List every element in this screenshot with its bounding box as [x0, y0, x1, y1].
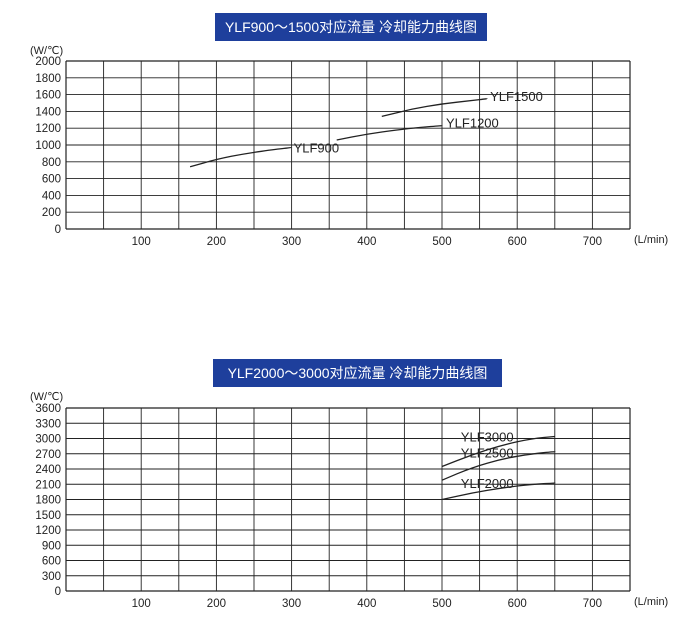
x-tick-label: 100	[132, 236, 151, 248]
y-tick-label: 1800	[35, 73, 61, 85]
series-label-ylf2000: YLF2000	[461, 476, 514, 491]
y-tick-label: 600	[42, 174, 61, 186]
series-line-ylf1500	[381, 98, 488, 118]
chart-title-2: YLF2000～3000对应流量 冷却能力曲线图	[213, 359, 502, 387]
series-label-ylf900: YLF900	[294, 141, 340, 156]
x-tick-label: 400	[357, 598, 376, 610]
x-tick-label: 100	[132, 598, 151, 610]
series-line-ylf2500	[441, 451, 556, 481]
y-tick-label: 3300	[35, 418, 61, 430]
series-label-ylf3000: YLF3000	[461, 429, 514, 444]
y-tick-label: 0	[55, 586, 61, 598]
x-tick-label: 200	[207, 236, 226, 248]
y-tick-label: 2100	[35, 479, 61, 491]
y-tick-label: 1000	[35, 140, 61, 152]
y-tick-label: 1600	[35, 90, 61, 102]
x-axis-unit-label-1: (L/min)	[634, 234, 669, 246]
y-axis-unit-label-2: (W/℃)	[30, 391, 64, 403]
y-tick-label: 400	[42, 190, 61, 202]
x-tick-label: 500	[432, 236, 451, 248]
x-axis-unit-label-2: (L/min)	[634, 596, 669, 608]
series-label-ylf2500: YLF2500	[461, 446, 514, 461]
y-tick-label: 3600	[35, 403, 61, 415]
y-tick-label: 200	[42, 207, 61, 219]
series-line-ylf3000	[441, 435, 555, 468]
x-tick-label: 600	[508, 236, 527, 248]
y-tick-label: 800	[42, 157, 61, 169]
series-label-ylf1200: YLF1200	[446, 116, 499, 131]
x-tick-label: 300	[282, 598, 301, 610]
series-line-ylf2000	[441, 482, 556, 501]
y-tick-label: 2700	[35, 449, 61, 461]
x-tick-label: 600	[508, 598, 527, 610]
x-tick-label: 200	[207, 598, 226, 610]
y-tick-label: 900	[42, 540, 61, 552]
x-tick-label: 700	[583, 236, 602, 248]
chart-title-1: YLF900～1500对应流量 冷却能力曲线图	[215, 13, 487, 41]
y-tick-label: 0	[55, 224, 61, 236]
y-tick-label: 1200	[35, 123, 61, 135]
series-line-ylf900	[189, 146, 293, 168]
y-tick-label: 300	[42, 571, 61, 583]
y-tick-label: 1400	[35, 106, 61, 118]
y-tick-label: 2400	[35, 464, 61, 476]
y-tick-label: 600	[42, 556, 61, 568]
grid	[65, 60, 631, 230]
y-tick-label: 1500	[35, 510, 61, 522]
x-tick-label: 300	[282, 236, 301, 248]
series-label-ylf1500: YLF1500	[490, 89, 543, 104]
y-tick-label: 3000	[35, 434, 61, 446]
y-axis-unit-label-1: (W/℃)	[30, 45, 64, 57]
x-tick-label: 400	[357, 236, 376, 248]
y-tick-label: 1200	[35, 525, 61, 537]
grid	[65, 407, 631, 592]
x-tick-label: 700	[583, 598, 602, 610]
series-line-ylf1200	[336, 125, 443, 141]
x-tick-label: 500	[432, 598, 451, 610]
y-tick-label: 2000	[35, 56, 61, 68]
y-tick-label: 1800	[35, 495, 61, 507]
